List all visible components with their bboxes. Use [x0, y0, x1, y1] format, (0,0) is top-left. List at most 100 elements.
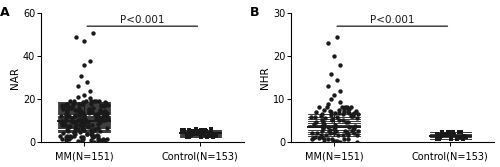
Point: [184, 129, 192, 132]
Point: [89, 134, 97, 137]
Point: [348, 114, 356, 117]
Point: [328, 72, 336, 75]
Point: [79, 121, 87, 124]
Point: [96, 116, 104, 119]
Point: [78, 139, 86, 142]
Point: [70, 128, 78, 131]
Point: [74, 139, 82, 142]
Point: [344, 108, 352, 111]
Point: [354, 130, 362, 133]
Point: [331, 140, 339, 142]
Point: [310, 136, 318, 139]
Point: [70, 113, 78, 116]
Point: [344, 111, 351, 113]
Point: [100, 104, 108, 107]
Point: [336, 89, 344, 92]
Point: [346, 115, 354, 118]
Point: [68, 117, 76, 119]
Point: [86, 129, 94, 131]
Point: [190, 130, 198, 133]
Point: [328, 140, 336, 142]
Point: [100, 118, 108, 121]
Point: [74, 119, 82, 122]
Point: [98, 111, 106, 113]
Point: [462, 136, 469, 139]
Point: [458, 130, 466, 133]
Point: [307, 116, 315, 119]
Point: [94, 115, 102, 118]
Point: [450, 134, 458, 137]
Point: [338, 118, 346, 121]
Point: [67, 120, 75, 122]
Point: [87, 100, 95, 102]
Point: [440, 132, 448, 135]
Point: [206, 135, 214, 137]
Point: [96, 120, 104, 122]
Point: [96, 130, 104, 132]
Point: [70, 133, 78, 135]
Point: [63, 109, 71, 112]
Point: [194, 131, 202, 133]
Point: [328, 117, 336, 120]
Point: [340, 134, 347, 136]
Point: [61, 105, 69, 107]
Point: [79, 103, 87, 106]
Point: [96, 139, 104, 141]
Point: [345, 125, 353, 128]
Point: [60, 122, 68, 125]
Point: [335, 119, 343, 122]
Point: [336, 64, 344, 66]
Point: [92, 118, 100, 121]
Point: [77, 118, 85, 121]
Point: [56, 135, 64, 137]
Point: [92, 113, 100, 116]
Point: [459, 137, 467, 140]
Point: [180, 129, 188, 132]
Point: [330, 55, 338, 58]
Point: [82, 121, 90, 123]
Point: [183, 136, 191, 138]
Point: [212, 135, 220, 137]
Point: [94, 137, 102, 140]
Point: [340, 138, 348, 141]
Point: [90, 140, 98, 143]
Point: [344, 138, 351, 141]
Point: [71, 125, 79, 128]
Point: [434, 137, 442, 140]
Point: [210, 135, 218, 137]
Point: [80, 40, 88, 43]
Point: [444, 131, 452, 134]
Point: [196, 129, 204, 132]
Point: [186, 135, 194, 137]
Point: [79, 136, 87, 138]
Point: [66, 115, 74, 118]
Point: [101, 109, 109, 112]
Point: [350, 127, 358, 129]
Point: [89, 107, 97, 110]
Point: [353, 116, 361, 119]
Point: [90, 99, 98, 102]
Point: [95, 99, 103, 102]
Point: [57, 121, 65, 123]
Point: [191, 129, 199, 132]
Point: [338, 112, 346, 115]
Point: [70, 100, 78, 103]
Point: [331, 126, 339, 128]
Point: [204, 136, 212, 138]
Point: [62, 134, 70, 137]
Point: [192, 132, 200, 135]
Point: [183, 135, 191, 137]
Point: [95, 112, 103, 115]
Point: [96, 104, 104, 107]
Point: [434, 134, 442, 137]
Point: [184, 133, 192, 135]
Point: [71, 109, 79, 112]
Point: [64, 138, 72, 140]
Point: [330, 132, 338, 135]
Point: [84, 121, 92, 123]
Point: [316, 136, 324, 139]
Point: [80, 101, 88, 104]
Point: [76, 113, 84, 116]
Point: [69, 121, 77, 123]
Point: [58, 107, 66, 110]
